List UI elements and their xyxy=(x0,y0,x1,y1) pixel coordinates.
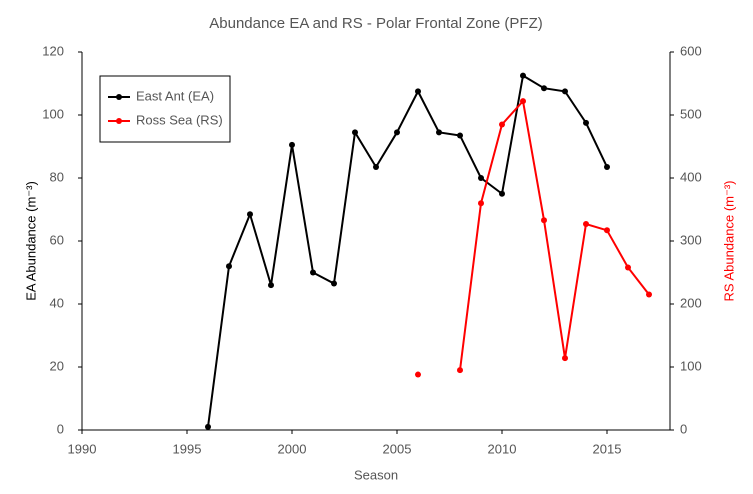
data-point xyxy=(352,129,358,136)
data-point xyxy=(394,129,400,136)
y2-tick-label: 200 xyxy=(680,295,702,310)
data-point xyxy=(310,269,316,276)
x-tick-label: 2000 xyxy=(278,441,307,456)
data-point xyxy=(268,282,274,289)
data-point xyxy=(625,264,631,271)
x-tick-label: 2005 xyxy=(383,441,412,456)
data-point xyxy=(331,280,337,287)
x-tick-label: 1990 xyxy=(68,441,97,456)
data-point xyxy=(205,423,211,430)
y2-tick-label: 0 xyxy=(680,421,687,436)
data-point xyxy=(457,367,463,374)
data-point xyxy=(226,263,232,270)
data-point xyxy=(562,355,568,362)
y-tick-label: 120 xyxy=(42,43,64,58)
data-point xyxy=(478,175,484,181)
legend-label: East Ant (EA) xyxy=(136,88,214,103)
x-tick-label: 2015 xyxy=(593,441,622,456)
y2-tick-label: 300 xyxy=(680,232,702,247)
data-point xyxy=(520,72,526,79)
y-tick-label: 0 xyxy=(57,421,64,436)
chart-title: Abundance EA and RS - Polar Frontal Zone… xyxy=(209,15,543,32)
data-point xyxy=(604,163,610,170)
series-line xyxy=(459,98,650,371)
data-point xyxy=(541,85,547,92)
legend-marker xyxy=(116,94,122,100)
data-point xyxy=(499,190,505,197)
series-line xyxy=(207,74,608,427)
data-point xyxy=(478,200,484,207)
y-tick-label: 60 xyxy=(50,232,64,247)
data-point xyxy=(646,291,652,298)
y-axis-label: EA Abundance (m⁻³) xyxy=(23,181,38,301)
data-point xyxy=(415,88,421,95)
data-point xyxy=(541,217,547,224)
data-point xyxy=(583,119,589,126)
y2-tick-label: 400 xyxy=(680,169,702,184)
y2-tick-label: 100 xyxy=(680,358,702,373)
y-tick-label: 80 xyxy=(50,169,64,184)
data-point xyxy=(499,121,505,128)
data-point xyxy=(457,132,463,139)
x-axis-label: Season xyxy=(354,467,398,482)
data-point xyxy=(604,227,610,234)
data-point xyxy=(520,98,526,105)
y-tick-label: 20 xyxy=(50,358,64,373)
legend-label: Ross Sea (RS) xyxy=(136,112,223,127)
data-point xyxy=(289,141,295,148)
data-point xyxy=(562,88,568,95)
x-tick-label: 1995 xyxy=(173,441,202,456)
legend-box xyxy=(99,75,231,143)
data-point xyxy=(415,371,421,378)
y2-tick-label: 500 xyxy=(680,106,702,121)
y-tick-label: 100 xyxy=(42,106,64,121)
data-point xyxy=(583,220,589,227)
y-tick-label: 40 xyxy=(50,295,64,310)
y2-tick-label: 600 xyxy=(680,43,702,58)
x-tick-label: 2010 xyxy=(488,441,517,456)
y2-axis-label: RS Abundance (m⁻³) xyxy=(721,180,736,301)
legend-marker xyxy=(116,118,122,124)
data-point xyxy=(373,163,379,170)
data-point xyxy=(247,211,253,218)
data-point xyxy=(436,129,442,136)
